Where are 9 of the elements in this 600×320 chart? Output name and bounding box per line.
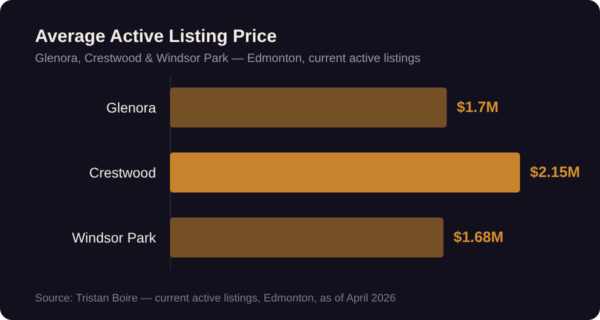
- y-tick-label: Glenora: [106, 100, 156, 116]
- y-tick-label: Crestwood: [89, 164, 156, 180]
- data-label: $1.68M: [453, 229, 504, 246]
- data-label: $1.7M: [456, 99, 498, 116]
- source-note: Source: Tristan Boire — current active listings, Edmonton, as of April 2026: [35, 292, 396, 304]
- chart-subtitle: Glenora, Crestwood & Windsor Park — Edmonton, current active listings: [35, 51, 420, 65]
- data-label: $2.15M: [530, 164, 580, 181]
- chart-title: Average Active Listing Price: [35, 26, 277, 46]
- y-tick-label: Windsor Park: [72, 230, 157, 246]
